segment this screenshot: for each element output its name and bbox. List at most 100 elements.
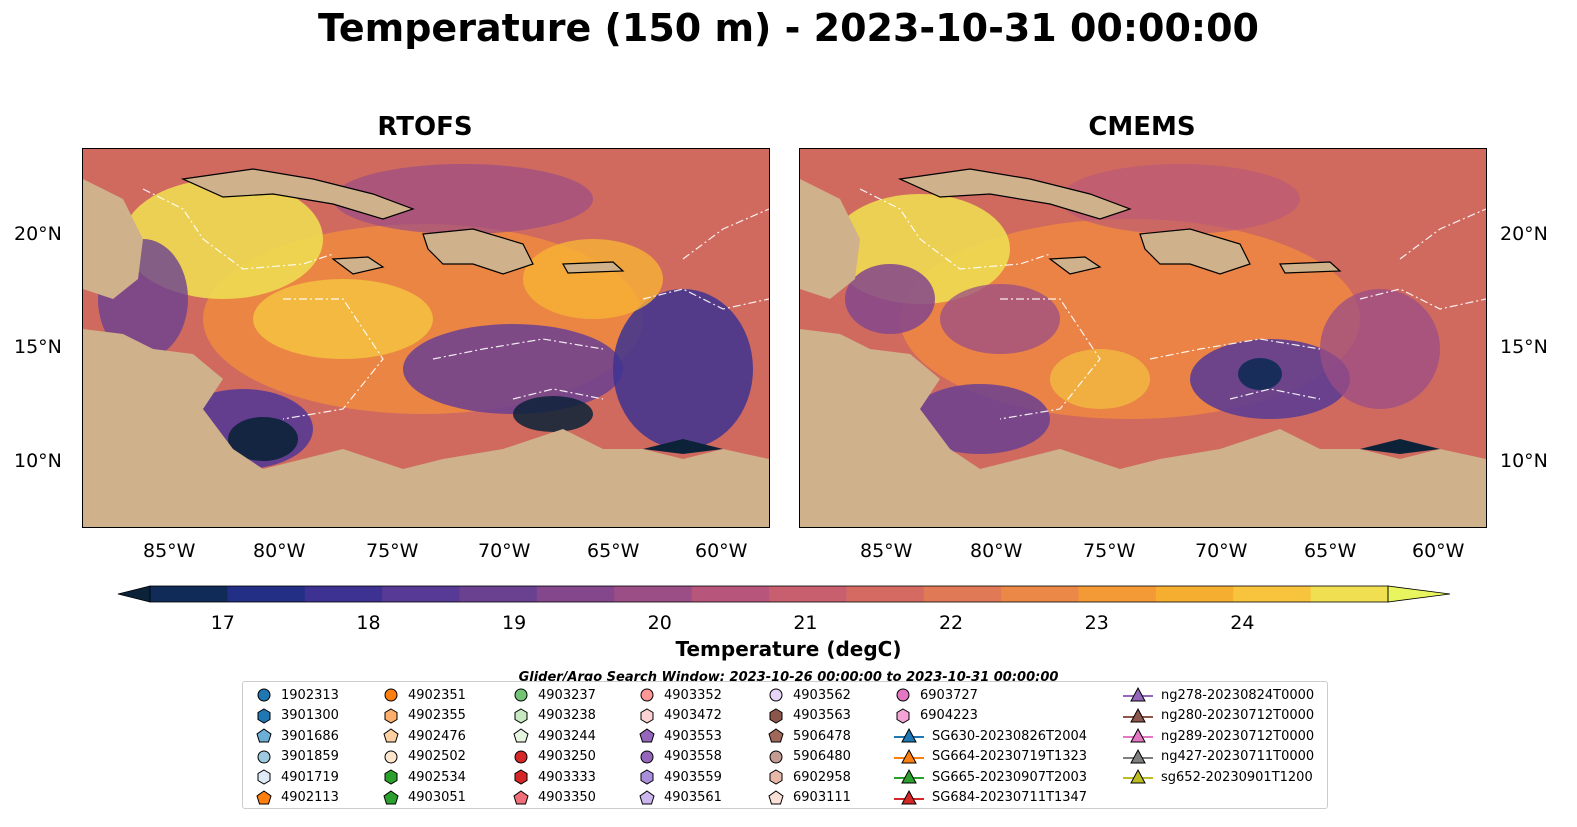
legend-marker-pentagon-icon (513, 789, 529, 804)
legend-item: SG665-20230907T2003 (894, 767, 1087, 787)
legend-item: 4903250 (512, 747, 596, 767)
colorbar-segment (304, 586, 383, 602)
legend-marker-circle-icon (257, 750, 271, 763)
colorbar: 17 18 19 20 21 22 23 24 (110, 582, 1460, 636)
colorbar-segment (1078, 586, 1157, 602)
legend-item-label: ng280-20230712T0000 (1161, 708, 1315, 723)
legend-item: 4903051 (382, 788, 466, 808)
legend-marker-circle-icon (640, 688, 654, 702)
legend-item: ng278-20230824T0000 (1123, 685, 1314, 705)
legend-item-label: 6903727 (920, 687, 978, 703)
colorbar-label: Temperature (degC) (675, 637, 902, 661)
lon-tick-right-70: 70°W (1195, 540, 1248, 562)
legend-marker-hexagon-icon (640, 769, 654, 785)
legend-item-label: 4903472 (664, 708, 722, 723)
colorbar-tick-label: 23 (1085, 612, 1109, 632)
legend-item-label: 4903250 (538, 749, 596, 764)
legend-item: 4902502 (382, 747, 466, 767)
legend-item: ng289-20230712T0000 (1123, 726, 1314, 746)
legend-item-label: 6904223 (920, 708, 978, 723)
legend-marker-hexagon-icon (257, 707, 271, 724)
legend-item-label: 4903561 (664, 790, 722, 805)
legend-marker-triangle-line-icon (894, 768, 924, 784)
legend-item-label: 4902534 (408, 769, 466, 785)
legend-item: 4903559 (638, 767, 722, 787)
legend-marker-circle-icon (769, 688, 783, 702)
legend-item: 4903562 (767, 685, 851, 705)
lat-tick-left-20: 20°N (14, 223, 62, 245)
legend-marker-circle-icon (896, 688, 910, 702)
lon-tick-right-80: 80°W (970, 540, 1023, 562)
lat-tick-right-10: 10°N (1500, 450, 1548, 472)
colorbar-segment (769, 586, 847, 602)
legend-item: 4902113 (255, 788, 339, 808)
legend-marker-hexagon-icon (514, 769, 528, 785)
legend-item-label: 4903559 (664, 769, 722, 785)
legend-item: sg652-20230901T1200 (1123, 767, 1313, 787)
legend-marker-triangle-line-icon (1123, 748, 1153, 763)
legend-item: 4902355 (382, 706, 466, 726)
legend-item: 4903553 (638, 726, 722, 746)
colorbar-tick-label: 17 (211, 612, 235, 632)
legend-marker-hexagon-icon (640, 707, 654, 724)
legend-item-label: ng427-20230711T0000 (1161, 749, 1315, 764)
legend-marker-pentagon-icon (768, 789, 784, 804)
legend-item: 4903561 (638, 788, 722, 808)
legend-item: ng280-20230712T0000 (1123, 706, 1314, 726)
legend-item-label: 3901859 (281, 749, 339, 764)
legend-marker-pentagon-icon (768, 728, 784, 743)
legend-marker-pentagon-icon (639, 789, 655, 804)
legend-item-label: 4903244 (538, 728, 596, 744)
colorbar-svg: 17 18 19 20 21 22 23 24 (117, 585, 1451, 634)
legend-marker-pentagon-icon (383, 789, 399, 804)
legend-marker-circle-icon (384, 750, 398, 763)
legend-marker-triangle-line-icon (894, 748, 924, 763)
legend-item-label: SG684-20230711T1347 (932, 790, 1088, 805)
legend-item-label: SG665-20230907T2003 (932, 769, 1088, 785)
legend-item-label: ng289-20230712T0000 (1161, 728, 1315, 744)
legend-marker-pentagon-icon (256, 728, 272, 743)
legend-item-label: 4903350 (538, 790, 596, 805)
colorbar-segment (1001, 586, 1079, 602)
colorbar-segment (923, 586, 1002, 602)
panel-title-rtofs: RTOFS (377, 112, 473, 142)
legend-item-label: 5906478 (793, 728, 851, 744)
legend-item-label: 4903238 (538, 708, 596, 723)
legend-item: 5906480 (767, 747, 851, 767)
legend-item: SG630-20230826T2004 (894, 726, 1087, 746)
legend-item: 6903111 (767, 788, 851, 808)
legend-item: 4903350 (512, 788, 596, 808)
legend-item-label: sg652-20230901T1200 (1161, 769, 1313, 785)
lon-tick-left-60: 60°W (695, 540, 748, 562)
map-cmems-canvas (800, 149, 1486, 527)
colorbar-tick-label: 24 (1230, 612, 1254, 632)
colorbar-extend-low (117, 585, 151, 603)
colorbar-segment (536, 586, 615, 602)
legend-item-label: 4903333 (538, 769, 596, 785)
legend-item-label: 4903563 (793, 708, 851, 723)
legend-marker-pentagon-icon (513, 728, 529, 743)
legend-marker-hexagon-icon (257, 769, 271, 785)
legend-item-label: 4903558 (664, 749, 722, 764)
legend-marker-triangle-line-icon (1123, 727, 1153, 743)
legend-marker-hexagon-icon (514, 707, 528, 724)
lon-tick-right-60: 60°W (1412, 540, 1465, 562)
legend-item-label: 4902476 (408, 728, 466, 744)
lat-tick-right-15: 15°N (1500, 336, 1548, 358)
legend-marker-circle-icon (514, 750, 528, 763)
legend-marker-hexagon-icon (384, 707, 398, 724)
legend-marker-hexagon-icon (896, 707, 910, 724)
lon-tick-right-75: 75°W (1083, 540, 1136, 562)
legend-item-label: 4903051 (408, 790, 466, 805)
legend-item: 4903472 (638, 706, 722, 726)
legend-item-label: 4902113 (281, 790, 339, 805)
legend-item: 4903244 (512, 726, 596, 746)
lon-tick-right-65: 65°W (1304, 540, 1357, 562)
legend-item: 4902476 (382, 726, 466, 746)
legend-marker-circle-icon (257, 688, 271, 702)
legend-item: 5906478 (767, 726, 851, 746)
legend-marker-hexagon-icon (769, 769, 783, 785)
colorbar-segment (1310, 586, 1389, 602)
legend-item: 4903238 (512, 706, 596, 726)
colorbar-tick-label: 19 (502, 612, 526, 632)
